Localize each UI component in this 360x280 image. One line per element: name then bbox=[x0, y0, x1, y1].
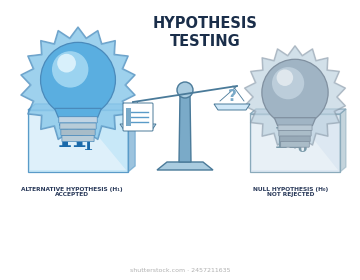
Polygon shape bbox=[30, 112, 126, 170]
FancyBboxPatch shape bbox=[59, 117, 97, 123]
Polygon shape bbox=[252, 116, 338, 170]
FancyBboxPatch shape bbox=[61, 129, 95, 136]
Circle shape bbox=[276, 69, 293, 86]
FancyBboxPatch shape bbox=[278, 125, 312, 131]
Polygon shape bbox=[157, 162, 213, 170]
Polygon shape bbox=[340, 109, 346, 172]
Polygon shape bbox=[128, 104, 135, 172]
Polygon shape bbox=[126, 108, 131, 126]
FancyBboxPatch shape bbox=[123, 103, 153, 131]
Circle shape bbox=[41, 42, 116, 117]
FancyBboxPatch shape bbox=[281, 142, 309, 147]
Circle shape bbox=[272, 67, 304, 99]
Text: 1: 1 bbox=[82, 139, 92, 153]
Polygon shape bbox=[214, 104, 250, 110]
Text: shutterstock.com · 2457211635: shutterstock.com · 2457211635 bbox=[130, 267, 230, 272]
Polygon shape bbox=[179, 94, 191, 162]
Polygon shape bbox=[245, 46, 345, 148]
Polygon shape bbox=[55, 108, 102, 117]
FancyBboxPatch shape bbox=[60, 123, 96, 129]
Text: HYPOTHESIS
TESTING: HYPOTHESIS TESTING bbox=[153, 15, 257, 48]
FancyBboxPatch shape bbox=[62, 136, 94, 142]
Polygon shape bbox=[28, 110, 128, 172]
FancyBboxPatch shape bbox=[280, 136, 310, 142]
Circle shape bbox=[52, 51, 89, 88]
Text: NULL HYPOTHESIS (H₀)
NOT REJECTED: NULL HYPOTHESIS (H₀) NOT REJECTED bbox=[253, 186, 329, 197]
Polygon shape bbox=[274, 118, 316, 125]
Polygon shape bbox=[28, 104, 135, 110]
Polygon shape bbox=[250, 114, 340, 172]
Text: o: o bbox=[297, 141, 307, 155]
Polygon shape bbox=[22, 28, 134, 142]
Circle shape bbox=[262, 59, 328, 125]
Text: H: H bbox=[58, 123, 86, 153]
Circle shape bbox=[177, 82, 193, 98]
Polygon shape bbox=[244, 45, 346, 148]
Polygon shape bbox=[250, 109, 346, 114]
Text: H: H bbox=[275, 127, 301, 153]
Polygon shape bbox=[21, 27, 135, 143]
FancyBboxPatch shape bbox=[279, 130, 311, 136]
Circle shape bbox=[57, 54, 76, 73]
Text: ?: ? bbox=[228, 88, 237, 104]
Text: ALTERNATIVE HYPOTHESIS (H₁)
ACCEPTED: ALTERNATIVE HYPOTHESIS (H₁) ACCEPTED bbox=[21, 186, 123, 197]
Polygon shape bbox=[120, 124, 156, 130]
